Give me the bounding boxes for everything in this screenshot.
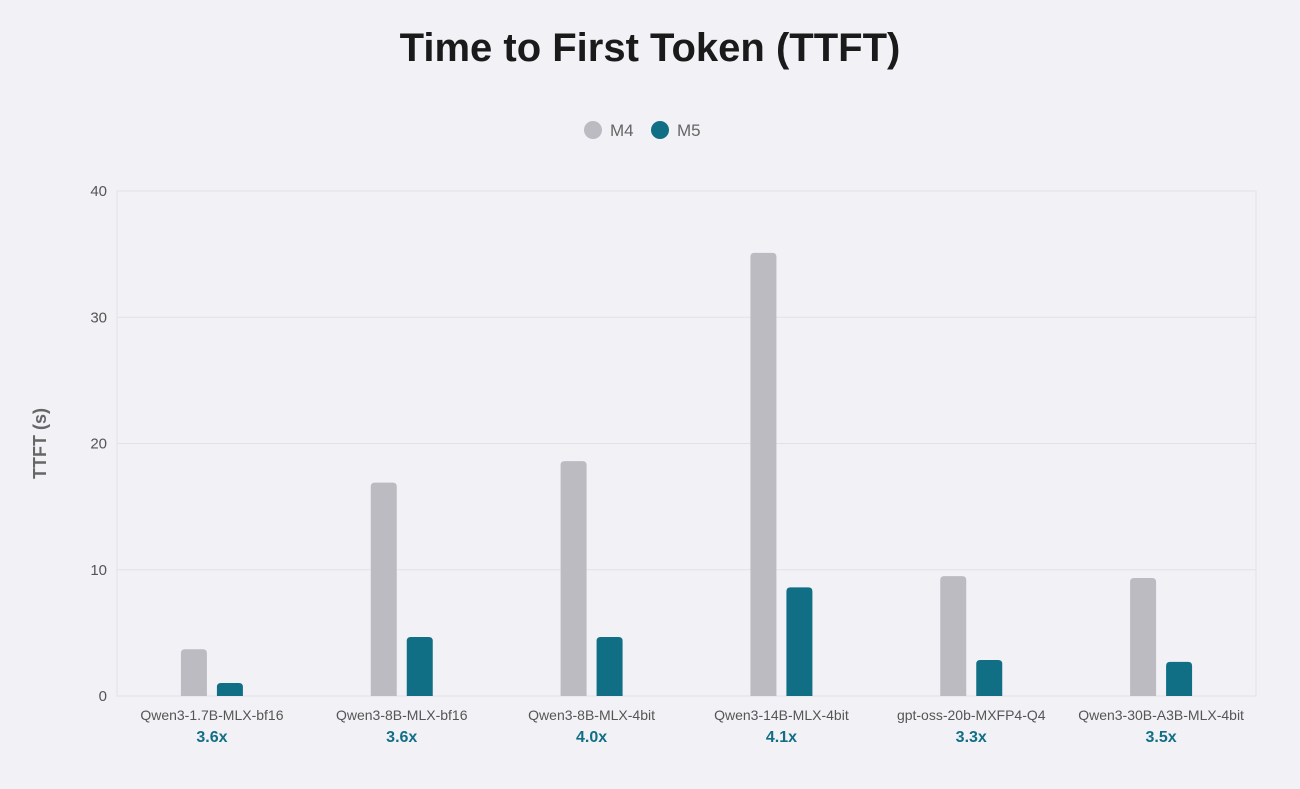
y-axis-label: TTFT (s) [30,408,50,479]
speedup-label: 4.0x [576,729,607,746]
bar-m4 [940,576,967,696]
speedup-label: 3.6x [386,729,417,746]
bar-m5 [1166,661,1193,696]
y-tick-label: 30 [90,309,107,326]
bar-m4 [370,482,397,696]
x-tick-label: Qwen3-1.7B-MLX-bf16 [140,707,283,723]
speedup-label: 3.5x [1146,729,1177,746]
x-tick-label: Qwen3-30B-A3B-MLX-4bit [1078,707,1244,723]
y-tick-label: 20 [90,436,107,453]
bar-m4 [1130,577,1157,696]
bar-m4 [560,461,587,696]
x-tick-label: Qwen3-8B-MLX-bf16 [336,707,468,723]
bar-m5 [406,637,433,696]
bar-m5 [596,637,623,696]
legend-label: M4 [610,121,634,140]
x-tick-label: Qwen3-14B-MLX-4bit [714,707,849,723]
y-tick-label: 40 [90,183,107,200]
speedup-label: 4.1x [766,729,797,746]
legend-marker-m4 [584,121,602,139]
legend-label: M5 [677,121,701,140]
bar-m5 [216,682,243,696]
legend-marker-m5 [651,121,669,139]
y-tick-label: 0 [99,688,107,705]
bar-m4 [180,649,207,696]
speedup-label: 3.3x [956,729,987,746]
y-tick-label: 10 [90,562,107,579]
bar-m5 [976,660,1003,696]
chart-title: Time to First Token (TTFT) [399,26,901,70]
bar-m5 [786,587,813,696]
speedup-label: 3.6x [196,729,227,746]
x-tick-label: Qwen3-8B-MLX-4bit [528,707,655,723]
x-tick-label: gpt-oss-20b-MXFP4-Q4 [897,707,1046,723]
bar-m4 [750,252,777,697]
